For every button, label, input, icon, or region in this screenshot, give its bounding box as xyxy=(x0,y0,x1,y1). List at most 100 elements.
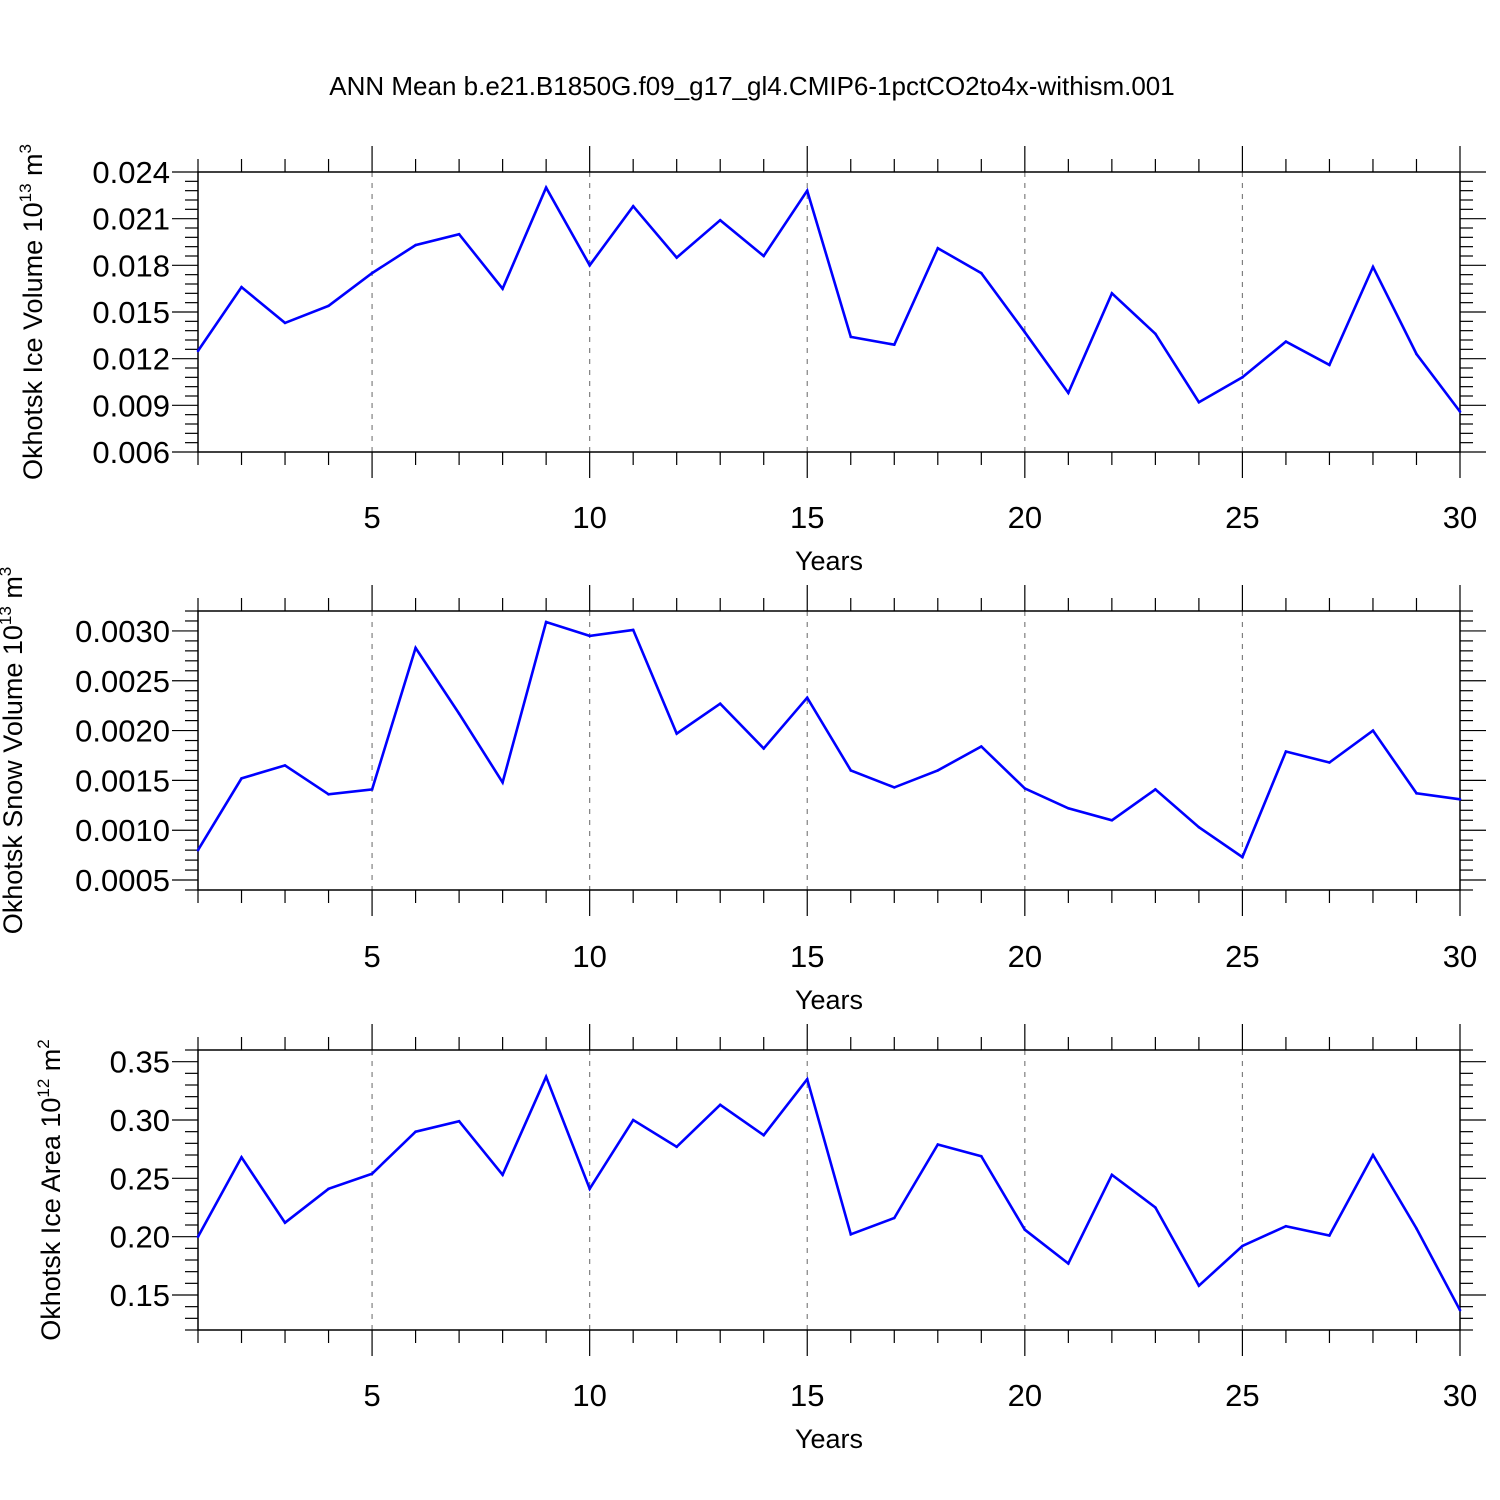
data-point xyxy=(936,246,940,250)
y-axis-label: Okhotsk Snow Volume 1013 m3 xyxy=(0,567,28,935)
data-point xyxy=(892,786,896,789)
data-point xyxy=(631,204,635,208)
data-point xyxy=(501,287,504,290)
y-axis-label-unit-exponent: 3 xyxy=(0,567,15,576)
panel-1: 0.006 0.009 0.012 0.015 0.018 0.021 0.024 5 10 15… xyxy=(16,144,1486,576)
data-point xyxy=(588,634,591,638)
data-point xyxy=(501,781,504,784)
data-point xyxy=(1154,1206,1157,1209)
y-axis-label: Okhotsk Ice Area 1012 m2 xyxy=(34,1039,66,1341)
data-point xyxy=(370,271,374,275)
data-point xyxy=(1415,1227,1418,1230)
y-tick-label: 0.0010 xyxy=(75,813,170,848)
y-axis-label-exponent: 12 xyxy=(34,1079,53,1098)
data-point xyxy=(849,769,853,772)
data-point xyxy=(240,285,243,289)
data-point xyxy=(1110,818,1114,822)
y-tick-label: 0.0020 xyxy=(75,714,170,749)
data-point xyxy=(762,747,766,750)
data-point xyxy=(980,1154,983,1158)
x-tick-label: 5 xyxy=(363,939,380,974)
y-axis-label-unit: m xyxy=(36,1049,66,1079)
x-axis-label: Years xyxy=(795,546,863,576)
data-point xyxy=(457,712,461,715)
data-point xyxy=(1284,750,1288,753)
data-point xyxy=(1197,400,1201,404)
panels: 0.006 0.009 0.012 0.015 0.018 0.021 0.024 5 10 15… xyxy=(0,144,1486,1454)
data-point xyxy=(1284,1224,1288,1228)
data-point xyxy=(1328,363,1331,367)
data-point xyxy=(1284,340,1288,343)
data-point xyxy=(1023,787,1027,790)
x-tick-label: 10 xyxy=(572,500,606,535)
data-point xyxy=(1371,265,1375,269)
data-point xyxy=(1458,798,1462,801)
data-point xyxy=(588,264,591,267)
data-point xyxy=(631,628,635,632)
y-tick-label: 0.0025 xyxy=(75,664,170,699)
data-point xyxy=(196,1235,200,1238)
data-point xyxy=(327,304,330,308)
y-tick-label: 0.15 xyxy=(110,1278,170,1313)
data-point xyxy=(936,769,940,772)
y-axis-label-exponent: 13 xyxy=(0,606,15,625)
data-point xyxy=(1197,1284,1201,1287)
y-tick-label: 0.0005 xyxy=(75,863,170,898)
data-point xyxy=(240,777,243,780)
data-point xyxy=(1458,1308,1462,1312)
data-point xyxy=(805,1077,809,1081)
data-point xyxy=(1154,788,1157,791)
data-point xyxy=(1067,1262,1070,1265)
data-point xyxy=(892,343,896,346)
data-point xyxy=(414,646,417,650)
data-point xyxy=(849,1233,853,1236)
y-tick-label: 0.0015 xyxy=(75,763,170,798)
x-tick-label: 30 xyxy=(1443,1378,1477,1413)
series-line xyxy=(196,620,1461,860)
data-point xyxy=(1371,1153,1375,1157)
data-point xyxy=(544,1075,548,1079)
panel-2: 0.0005 0.0010 0.0015 0.0020 0.0025 0.0030 5 10 1… xyxy=(0,567,1486,1015)
data-point xyxy=(588,1187,591,1191)
data-point xyxy=(1328,1234,1331,1237)
data-point xyxy=(718,702,722,705)
data-point xyxy=(980,271,983,275)
y-tick-label: 0.012 xyxy=(92,342,170,377)
data-point xyxy=(240,1156,243,1159)
x-tick-label: 30 xyxy=(1443,500,1477,535)
y-tick-label: 0.018 xyxy=(92,248,170,283)
data-point xyxy=(1241,1244,1244,1248)
data-point xyxy=(327,1187,330,1191)
y-tick-label: 0.024 xyxy=(92,155,170,190)
data-point xyxy=(1241,376,1244,379)
x-tick-label: 10 xyxy=(572,1378,606,1413)
data-point xyxy=(936,1143,940,1146)
data-point xyxy=(1197,825,1201,829)
y-axis-label: Okhotsk Ice Volume 1013 m3 xyxy=(16,144,48,480)
data-point xyxy=(544,186,548,189)
data-point xyxy=(327,793,330,796)
y-axis-label-text: Okhotsk Ice Area 10 xyxy=(36,1098,66,1341)
data-point xyxy=(1023,330,1027,334)
data-point xyxy=(1110,292,1114,295)
data-point xyxy=(414,1130,417,1133)
y-axis-label-unit-exponent: 2 xyxy=(34,1039,53,1048)
y-tick-label: 0.30 xyxy=(110,1103,170,1138)
data-point xyxy=(805,696,809,699)
data-point xyxy=(544,620,548,624)
data-point xyxy=(370,1172,374,1175)
x-axis-label: Years xyxy=(795,985,863,1015)
x-axis-label: Years xyxy=(795,1424,863,1454)
panel-3: 0.15 0.20 0.25 0.30 0.35 5 10 15 20 25 30 Years Okho… xyxy=(34,1024,1486,1454)
x-tick-label: 30 xyxy=(1443,939,1477,974)
x-tick-label: 5 xyxy=(363,1378,380,1413)
data-point xyxy=(1415,352,1418,356)
x-tick-label: 25 xyxy=(1225,500,1259,535)
data-point xyxy=(1415,792,1418,795)
data-point xyxy=(1067,806,1070,810)
data-point xyxy=(1067,391,1070,395)
data-point xyxy=(1110,1173,1114,1177)
data-point xyxy=(762,254,766,258)
y-axis-label-exponent: 13 xyxy=(16,183,35,202)
